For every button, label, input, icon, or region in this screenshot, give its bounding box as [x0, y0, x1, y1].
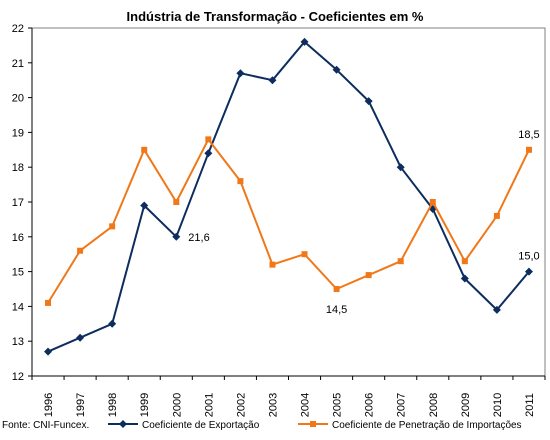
x-tick-label: 1997	[75, 393, 87, 417]
legend-marker	[119, 420, 127, 428]
source-note: Fonte: CNI-Funcex.	[2, 420, 89, 431]
x-tick-label: 2000	[171, 393, 183, 417]
series-point	[172, 232, 181, 241]
series-point	[173, 199, 180, 205]
series-point	[77, 247, 84, 254]
series-point	[109, 223, 116, 230]
series-point	[45, 299, 52, 306]
x-tick-label: 2006	[364, 393, 376, 417]
y-tick-label: 22	[12, 23, 24, 35]
series-point	[204, 149, 213, 158]
data-label: 14,5	[326, 304, 347, 316]
x-tick-label: 1998	[107, 393, 119, 417]
series-point	[364, 97, 373, 106]
x-tick-label: 2005	[332, 393, 344, 417]
legend-label: Coeficiente de Penetração de Importações	[332, 420, 522, 431]
series-point	[524, 267, 533, 276]
y-tick-label: 16	[12, 232, 24, 244]
series-point	[525, 146, 532, 153]
series-point	[332, 65, 341, 74]
x-tick-label: 2007	[396, 393, 408, 417]
series-point	[44, 347, 53, 356]
series-point	[205, 136, 212, 143]
series-point	[140, 201, 149, 210]
series-point	[460, 274, 469, 283]
y-tick-label: 19	[12, 127, 24, 139]
series-point	[492, 305, 501, 314]
series-point	[269, 261, 276, 268]
series-point	[396, 163, 405, 172]
series-point	[236, 69, 245, 78]
x-tick-label: 2004	[300, 393, 312, 417]
series-point	[300, 37, 309, 46]
x-tick-label: 1999	[139, 393, 151, 417]
y-tick-label: 17	[12, 197, 24, 209]
series-point	[429, 199, 436, 205]
series-point	[76, 333, 85, 342]
series-point	[493, 212, 500, 219]
data-label: 21,6	[188, 232, 209, 244]
y-tick-label: 14	[12, 301, 24, 313]
legend-label: Coeficiente de Exportação	[142, 420, 260, 431]
series-line	[47, 40, 530, 353]
y-tick-label: 12	[12, 371, 24, 383]
series-point	[141, 146, 148, 153]
series-point	[301, 251, 308, 258]
x-tick-label: 2009	[460, 393, 472, 417]
x-tick-label: 2003	[267, 393, 279, 417]
series-point	[108, 319, 117, 328]
legend-marker	[310, 421, 316, 427]
y-tick-label: 21	[12, 58, 24, 70]
legend: Coeficiente de Exportação Coeficiente de …	[108, 420, 522, 431]
x-tick-label: 1996	[43, 393, 55, 417]
x-tick-label: 2001	[203, 393, 215, 417]
series-point	[268, 76, 277, 85]
series-point	[365, 272, 372, 279]
x-tick-label: 2002	[235, 393, 247, 417]
y-tick-label: 20	[12, 93, 24, 105]
x-tick-label: 2008	[428, 393, 440, 417]
data-label: 15,0	[518, 251, 539, 263]
x-tick-label: 2010	[492, 393, 504, 417]
x-tick-label: 2011	[524, 393, 536, 417]
series-point	[397, 258, 404, 265]
series-line	[47, 138, 530, 304]
y-tick-label: 15	[12, 267, 24, 279]
series-point	[237, 178, 244, 185]
plot-area: 12 13 14 15 16 17 18 19 20 21 22 1996 1997 1998 1999 20…	[12, 23, 546, 417]
y-tick-label: 18	[12, 162, 24, 174]
chart-title: Indústria de Transformação - Coeficiente…	[127, 9, 424, 24]
data-label: 18,5	[518, 129, 539, 141]
series-point	[461, 258, 468, 265]
series-point	[333, 286, 340, 292]
y-tick-label: 13	[12, 336, 24, 348]
